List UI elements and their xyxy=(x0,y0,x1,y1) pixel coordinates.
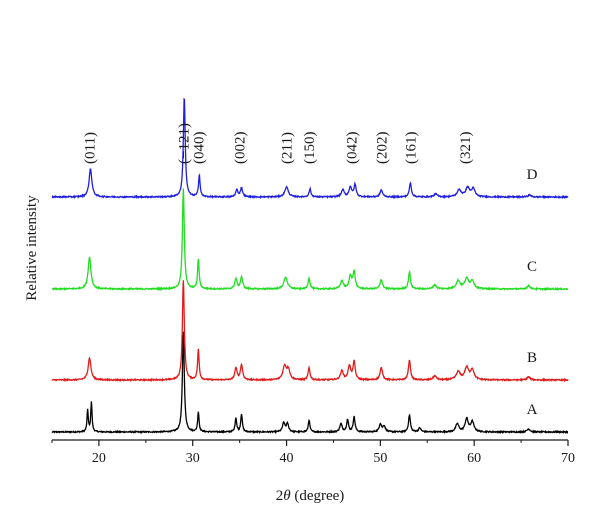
x-axis-label-prefix: 2 xyxy=(276,488,284,504)
x-axis-label: 2θ (degree) xyxy=(276,488,345,504)
x-axis-label-suffix: (degree) xyxy=(291,488,345,504)
peak-label: (011) xyxy=(83,132,99,164)
x-axis-label-symbol: θ xyxy=(283,488,291,504)
x-tick-label: 40 xyxy=(280,451,294,466)
peak-label: (002) xyxy=(233,132,249,165)
x-tick-label: 50 xyxy=(373,451,387,466)
series-tag-a: A xyxy=(527,402,538,418)
peak-label: (161) xyxy=(403,132,419,165)
peak-label: (040) xyxy=(191,132,207,165)
peak-label: (202) xyxy=(374,132,390,165)
series-tag-c: C xyxy=(527,259,537,275)
series-line-b xyxy=(51,280,569,383)
series-tag-b: B xyxy=(527,350,537,366)
series-line-c xyxy=(51,188,569,292)
peak-label: (−121) xyxy=(176,123,192,164)
x-tick-label: 70 xyxy=(561,451,575,466)
series-tag-d: D xyxy=(527,167,538,183)
axes-layer: 20 30 40 50 60 70 xyxy=(51,439,575,466)
labels-layer: A B C D (011) (−121) (040) (002) (211) (150) (042)… xyxy=(83,123,538,418)
peak-label: (150) xyxy=(302,132,318,165)
peak-label: (211) xyxy=(280,132,296,164)
x-tick-label: 20 xyxy=(92,451,106,466)
y-axis-label: Relative intensity xyxy=(24,195,40,301)
series-layer xyxy=(51,97,569,435)
series-line-d xyxy=(51,97,569,200)
x-tick-label: 30 xyxy=(186,451,200,466)
peak-label: (321) xyxy=(458,132,474,165)
x-ticks: 20 30 40 50 60 70 xyxy=(51,440,575,466)
x-tick-label: 60 xyxy=(467,451,481,466)
series-line-a xyxy=(51,331,569,435)
peak-label: (042) xyxy=(344,132,360,165)
